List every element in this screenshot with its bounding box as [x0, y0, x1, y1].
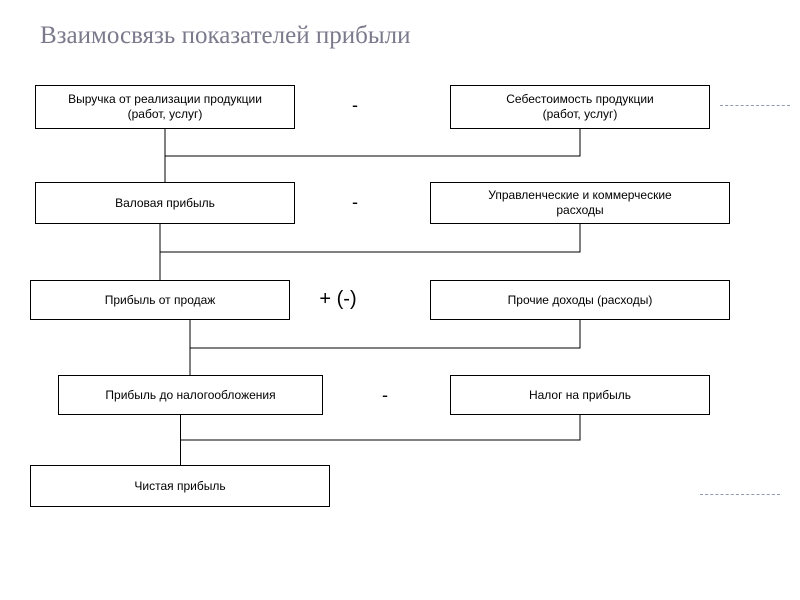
box-net: Чистая прибыль [30, 465, 330, 507]
box-other: Прочие доходы (расходы) [430, 280, 730, 320]
box-cost: Себестоимость продукции(работ, услуг) [450, 85, 710, 129]
operator-plus-minus: + (-) [298, 288, 378, 311]
box-sales: Прибыль от продаж [30, 280, 290, 320]
box-pretax: Прибыль до налогообложения [58, 375, 323, 415]
box-tax: Налог на прибыль [450, 375, 710, 415]
dashed-line-1 [720, 105, 790, 106]
box-sga: Управленческие и коммерческиерасходы [430, 182, 730, 224]
box-gross: Валовая прибыль [35, 182, 295, 224]
page-title: Взаимосвязь показателей прибыли [40, 22, 410, 50]
dashed-line-2 [700, 494, 780, 495]
box-revenue: Выручка от реализации продукции(работ, у… [35, 85, 295, 129]
operator-minus-1: - [315, 95, 395, 116]
operator-minus-2: - [315, 192, 395, 213]
operator-minus-3: - [345, 385, 425, 406]
